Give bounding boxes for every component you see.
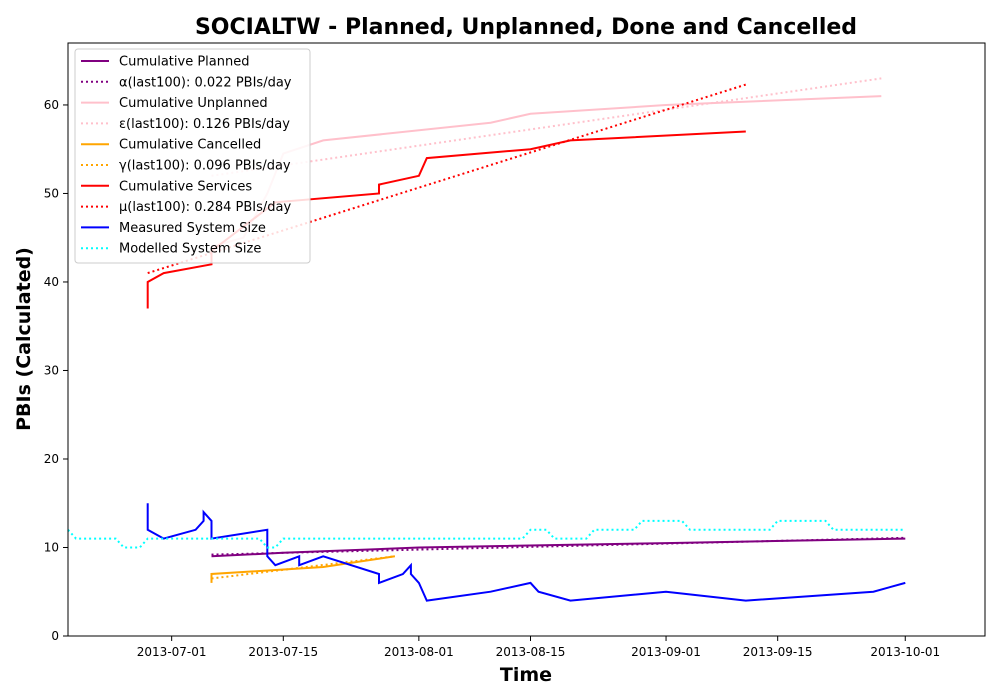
y-tick-label-4: 40: [44, 275, 59, 289]
series-layer: [67, 77, 906, 602]
legend-label-8: Measured System Size: [119, 221, 266, 236]
x-tick-label-1: 2013-07-15: [248, 645, 318, 659]
legend-label-2: Cumulative Unplanned: [119, 96, 268, 111]
x-tick-label-5: 2013-09-15: [743, 645, 813, 659]
y-tick-label-0: 0: [51, 629, 59, 643]
y-tick-label-1: 10: [44, 540, 59, 554]
series-line-6-cumulative-services: [146, 130, 746, 309]
legend: Cumulative Planned α(last100): 0.022 PBIs…: [74, 48, 311, 264]
x-axis-label: Time: [500, 664, 552, 686]
plot-frame: [67, 42, 986, 637]
x-tick-label-2: 2013-08-01: [384, 645, 454, 659]
legend-label-9: Modelled System Size: [119, 242, 261, 257]
series-line-5-last100-0-096-pbis-day: [211, 555, 396, 580]
legend-label-3: ε(last100): 0.126 PBIs/day: [119, 117, 290, 132]
y-tick-label-5: 50: [44, 186, 59, 200]
x-tick-label-0: 2013-07-01: [137, 645, 207, 659]
y-tick-label-6: 60: [44, 98, 59, 112]
legend-label-5: γ(last100): 0.096 PBIs/day: [119, 159, 291, 174]
legend-box: [74, 48, 311, 264]
series-line-9-modelled-system-size: [67, 519, 906, 549]
series-line-0-cumulative-planned: [211, 537, 906, 558]
x-tick-label-6: 2013-10-01: [870, 645, 940, 659]
legend-label-1: α(last100): 0.022 PBIs/day: [119, 75, 292, 90]
legend-label-4: Cumulative Cancelled: [119, 138, 261, 153]
y-axis: 0 10 20 30 40 50 60: [44, 98, 68, 643]
legend-label-0: Cumulative Planned: [119, 55, 249, 70]
x-tick-label-3: 2013-08-15: [496, 645, 566, 659]
series-line-2-cumulative-unplanned: [211, 95, 882, 248]
chart-title: SOCIALTW - Planned, Unplanned, Done and …: [195, 15, 857, 40]
y-tick-label-3: 30: [44, 363, 59, 377]
x-axis: 2013-07-01 2013-07-15 2013-08-01 2013-08-15…: [137, 636, 940, 659]
series-line-3-last100-0-126-pbis-day: [211, 77, 882, 177]
series-line-8-measured-system-size: [146, 503, 906, 602]
y-tick-label-2: 20: [44, 452, 59, 466]
legend-label-6: Cumulative Services: [119, 179, 252, 194]
x-tick-label-4: 2013-09-01: [631, 645, 701, 659]
legend-label-7: μ(last100): 0.284 PBIs/day: [119, 200, 291, 215]
y-axis-label: PBIs (Calculated): [13, 247, 35, 431]
series-line-1-last100-0-022-pbis-day: [211, 536, 906, 556]
